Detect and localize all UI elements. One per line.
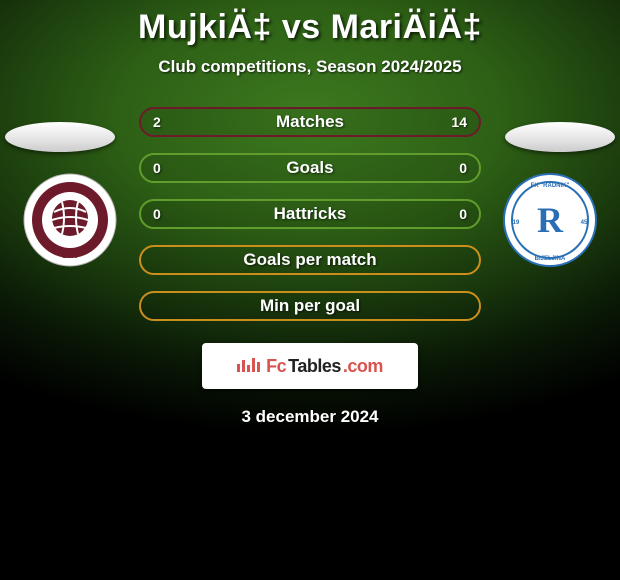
infographic-date: 3 december 2024 (241, 407, 378, 427)
stat-left-value: 0 (153, 160, 161, 176)
svg-text:FK: FK (65, 185, 74, 192)
brand-part-3: .com (343, 356, 383, 377)
club-badge-right: R FK "RADNIK" BIJELJINA 19 45 (502, 172, 598, 268)
club-badge-left: FK 1946 (22, 172, 118, 268)
stat-row-goals: 0 Goals 0 (139, 153, 481, 183)
bar-chart-icon (237, 358, 260, 372)
svg-text:1946: 1946 (62, 253, 78, 260)
stat-row-hattricks: 0 Hattricks 0 (139, 199, 481, 229)
player-photo-left (5, 122, 115, 152)
stat-row-min-per-goal: Min per goal (139, 291, 481, 321)
stat-label: Hattricks (274, 204, 347, 224)
comparison-subtitle: Club competitions, Season 2024/2025 (158, 57, 461, 77)
svg-text:45: 45 (581, 220, 588, 226)
stat-row-goals-per-match: Goals per match (139, 245, 481, 275)
brand-part-1: Fc (266, 356, 286, 377)
stat-row-matches: 2 Matches 14 (139, 107, 481, 137)
player-photo-right (505, 122, 615, 152)
infographic-card: MujkiÄ‡ vs MariÄiÄ‡ Club competitions, S… (0, 0, 620, 427)
svg-text:BIJELJINA: BIJELJINA (535, 256, 566, 262)
stat-label: Goals per match (243, 250, 376, 270)
stat-right-value: 0 (459, 206, 467, 222)
brand-part-2: Tables (288, 356, 341, 377)
fctables-logo: FcTables.com (237, 356, 383, 377)
svg-text:19: 19 (513, 220, 520, 226)
stats-rows: 2 Matches 14 0 Goals 0 0 Hattricks 0 Goa… (139, 107, 481, 321)
stat-left-value: 2 (153, 114, 161, 130)
stat-label: Min per goal (260, 296, 360, 316)
stat-label: Goals (286, 158, 333, 178)
stat-label: Matches (276, 112, 344, 132)
svg-text:FK "RADNIK": FK "RADNIK" (531, 183, 570, 189)
fctables-link[interactable]: FcTables.com (202, 343, 418, 389)
stat-right-value: 14 (451, 114, 467, 130)
comparison-title: MujkiÄ‡ vs MariÄiÄ‡ (138, 8, 482, 47)
svg-text:R: R (537, 200, 564, 240)
stat-right-value: 0 (459, 160, 467, 176)
stat-left-value: 0 (153, 206, 161, 222)
